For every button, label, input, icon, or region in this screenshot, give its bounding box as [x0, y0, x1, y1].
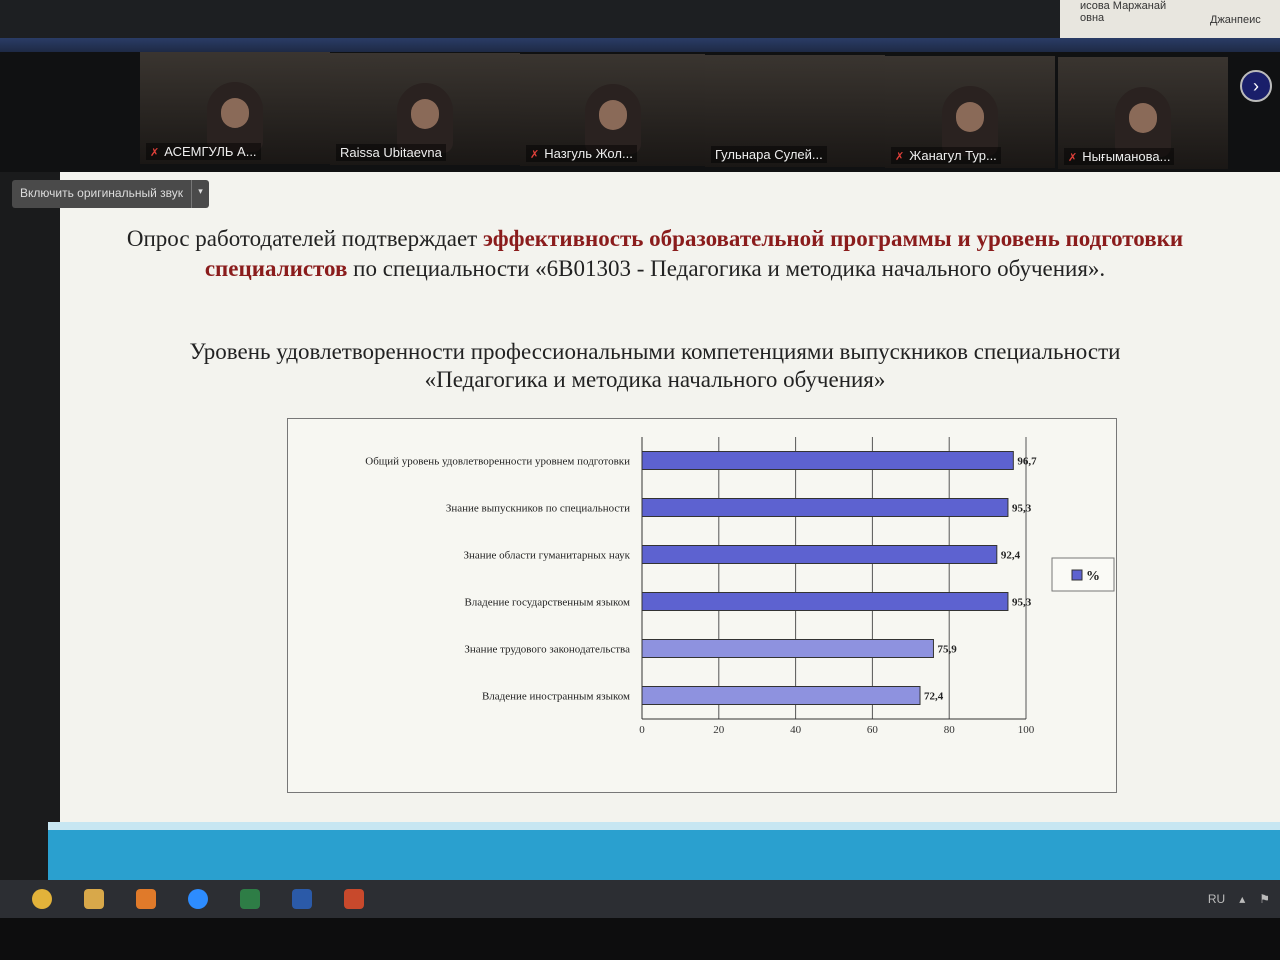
window-edge: [0, 38, 1280, 52]
system-tray: RU ▴ ⚑: [1208, 880, 1270, 918]
paper-text: Джанпеис: [1210, 14, 1261, 26]
data-label: 96,7: [1017, 456, 1037, 468]
mic-muted-icon: ✗: [150, 147, 160, 159]
category-label: Владение государственным языком: [464, 597, 630, 609]
participant-tile[interactable]: ✗ Назгуль Жол...: [520, 54, 705, 166]
intro-text: по специальности «6В01303 - Педагогика и…: [347, 256, 1106, 281]
powerpoint-icon-glyph: [344, 889, 364, 909]
background: [0, 172, 62, 880]
language-indicator[interactable]: RU: [1207, 892, 1226, 906]
participant-name: ✗ АСЕМГУЛЬ А...: [146, 143, 261, 160]
bar-chart: 0 20 40 60 80 100 Общий уровень удовлетворенно…: [365, 437, 1115, 736]
explorer-icon[interactable]: [72, 882, 116, 916]
participant-tile[interactable]: ✗ Нығыманова...: [1058, 57, 1228, 169]
paper-text: овна: [1080, 12, 1105, 24]
mic-muted-icon: ✗: [530, 149, 540, 161]
slide-footer: [48, 822, 1280, 880]
taskbar: [0, 880, 1280, 918]
participant-video: [207, 82, 263, 152]
chrome-icon[interactable]: [20, 882, 64, 916]
zoom-icon[interactable]: [176, 882, 220, 916]
excel-icon[interactable]: [228, 882, 272, 916]
flag-icon[interactable]: ⚑: [1259, 892, 1270, 906]
bar: [641, 451, 1014, 470]
word-icon[interactable]: [280, 882, 324, 916]
data-label: 75,9: [937, 644, 957, 656]
bar: [641, 686, 921, 705]
participant-video: [397, 83, 453, 153]
background: [0, 918, 1280, 960]
participant-tile[interactable]: ✗ АСЕМГУЛЬ А...: [140, 52, 330, 164]
x-tick-label: 60: [867, 724, 879, 736]
participant-tile[interactable]: Raissa Ubitaevna: [330, 53, 520, 165]
chevron-up-icon[interactable]: ▴: [1239, 892, 1246, 906]
x-tick-label: 40: [790, 724, 802, 736]
participant-name-text: АСЕМГУЛЬ А...: [164, 144, 257, 159]
original-sound-button[interactable]: Включить оригинальный звук ▾: [12, 180, 210, 208]
data-label: 95,3: [1012, 597, 1032, 609]
participant-name-text: Назгуль Жол...: [544, 146, 633, 161]
video-gallery: ✗ АСЕМГУЛЬ А... Raissa Ubitaevna ✗ Назгуль Ж…: [0, 52, 1280, 172]
participant-name: Гульнара Сулей...: [711, 146, 827, 163]
media-player-icon[interactable]: [124, 882, 168, 916]
participant-name: ✗ Нығыманова...: [1064, 148, 1175, 165]
chrome-icon-glyph: [32, 889, 52, 909]
paper-note: исова Маржанай овна Джанпеис: [1060, 0, 1280, 38]
participant-name: ✗ Жанагул Тур...: [891, 147, 1001, 164]
intro-highlight: эффективность образовательной программы …: [204, 226, 1184, 281]
category-label: Знание области гуманитарных наук: [463, 550, 630, 562]
category-label: Общий уровень удовлетворенности уровнем …: [365, 456, 630, 468]
powerpoint-icon[interactable]: [332, 882, 376, 916]
x-tick-label: 20: [713, 724, 725, 736]
x-tick-label: 100: [1018, 724, 1035, 736]
participant-tile[interactable]: ✗ Жанагул Тур...: [885, 56, 1055, 168]
bar: [641, 592, 1009, 611]
chart: 0 20 40 60 80 100 Общий уровень удовлетворенно…: [287, 418, 1117, 793]
category-label: Знание трудового законодательства: [464, 644, 630, 656]
participant-video: [584, 84, 641, 154]
legend-label: %: [1086, 569, 1100, 584]
x-tick-label: 0: [639, 724, 645, 736]
bar: [641, 545, 998, 564]
participant-name: ✗ Назгуль Жол...: [526, 145, 637, 162]
mic-muted-icon: ✗: [895, 151, 905, 163]
mic-muted-icon: ✗: [1068, 152, 1078, 164]
participant-name-text: Нығыманова...: [1082, 149, 1171, 164]
word-icon-glyph: [292, 889, 312, 909]
data-label: 72,4: [924, 691, 944, 703]
slide-intro: Опрос работодателей подтверждает эффекти…: [110, 224, 1200, 284]
participant-video: [942, 86, 998, 156]
chart-heading: Уровень удовлетворенности профессиональн…: [189, 339, 1121, 392]
participant-video: [1115, 87, 1171, 157]
data-label: 95,3: [1012, 503, 1032, 515]
chevron-right-icon[interactable]: ›: [1240, 70, 1272, 102]
bar: [641, 639, 934, 658]
paper-text: исова Маржанай: [1080, 0, 1167, 12]
data-label: 92,4: [1001, 550, 1021, 562]
original-sound-label[interactable]: Включить оригинальный звук: [20, 186, 184, 200]
x-tick-label: 80: [944, 724, 956, 736]
excel-icon-glyph: [240, 889, 260, 909]
category-label: Знание выпускников по специальности: [446, 503, 630, 515]
participant-name-text: Гульнара Сулей...: [715, 147, 823, 162]
bar: [641, 498, 1009, 517]
explorer-icon-glyph: [84, 889, 104, 909]
media-player-icon-glyph: [136, 889, 156, 909]
legend-box: [1051, 557, 1115, 592]
participant-name-text: Жанагул Тур...: [909, 148, 997, 163]
participant-name: Raissa Ubitaevna: [336, 144, 446, 161]
chevron-down-icon[interactable]: ▾: [191, 180, 209, 208]
zoom-icon-glyph: [188, 889, 208, 909]
intro-text: Опрос работодателей подтверждает: [126, 226, 483, 251]
participant-name-text: Raissa Ubitaevna: [340, 145, 442, 160]
participant-tile[interactable]: Гульнара Сулей...: [705, 55, 885, 167]
category-label: Владение иностранным языком: [482, 691, 630, 703]
legend-swatch: [1071, 569, 1083, 581]
